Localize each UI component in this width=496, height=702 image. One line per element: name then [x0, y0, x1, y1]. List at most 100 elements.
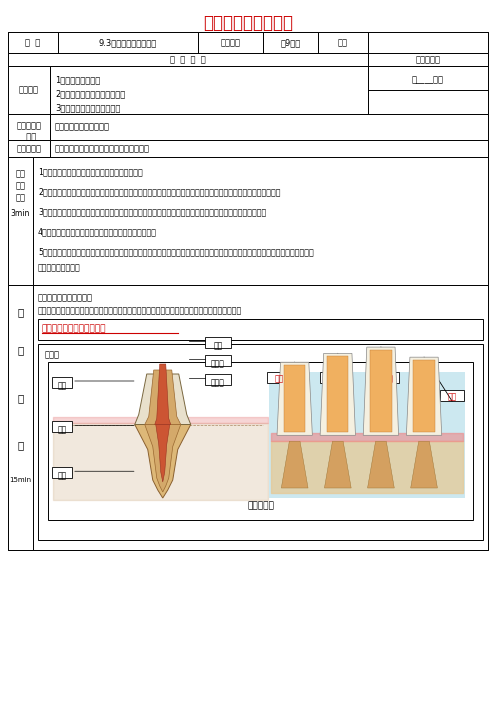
Bar: [368, 32, 488, 53]
Text: 导语: 导语: [15, 169, 25, 178]
Polygon shape: [414, 360, 434, 432]
Bar: [38, 344, 483, 540]
Text: 教、学方法: 教、学方法: [16, 144, 42, 153]
Text: 牙本质: 牙本质: [211, 359, 225, 368]
Polygon shape: [145, 425, 181, 492]
Text: 活动一：探究牙齿的结构: 活动一：探究牙齿的结构: [38, 293, 93, 302]
Text: 形成正确的健康饮食观念: 形成正确的健康饮食观念: [55, 122, 110, 131]
Polygon shape: [327, 357, 348, 432]
Polygon shape: [135, 425, 191, 498]
Text: 第9课时: 第9课时: [280, 38, 301, 47]
Text: 前磨牙: 前磨牙: [380, 374, 394, 383]
Bar: [205, 355, 231, 366]
Text: 自: 自: [17, 307, 24, 317]
Text: 牙颈: 牙颈: [58, 425, 66, 435]
Bar: [50, 66, 368, 114]
Text: 切牙: 切牙: [274, 374, 284, 383]
Polygon shape: [135, 374, 191, 425]
Bar: [205, 373, 231, 385]
Polygon shape: [145, 370, 181, 425]
Text: 学: 学: [17, 345, 24, 355]
Text: 3、关注食品营养与膳食健康: 3、关注食品营养与膳食健康: [55, 103, 121, 112]
Text: 教学课时: 教学课时: [221, 38, 241, 47]
Polygon shape: [284, 365, 305, 432]
Text: 2、制定一份健康营养三餐食谱: 2、制定一份健康营养三餐食谱: [55, 89, 125, 98]
Text: 班级: 班级: [338, 38, 348, 47]
Bar: [52, 421, 72, 432]
Bar: [198, 32, 263, 53]
Bar: [8, 114, 50, 140]
Bar: [267, 372, 291, 383]
Bar: [50, 140, 488, 157]
Bar: [263, 32, 318, 53]
Text: 习惯不好，容易造成龋齿。: 习惯不好，容易造成龋齿。: [42, 324, 107, 333]
Text: 5、人体消化和吸收的主要部位是小肠，因为它是消化道最长的部分，内部有多种消化食物的消化酶，其内表面有许多皱襞和绒毛。: 5、人体消化和吸收的主要部位是小肠，因为它是消化道最长的部分，内部有多种消化食物…: [38, 247, 314, 256]
Polygon shape: [155, 364, 171, 425]
Text: 磨牙: 磨牙: [447, 392, 457, 401]
Bar: [8, 66, 50, 114]
Text: 教学重点、: 教学重点、: [16, 121, 42, 130]
Text: 展: 展: [17, 393, 24, 403]
Bar: [318, 32, 368, 53]
Text: 尖牙: 尖牙: [327, 374, 336, 383]
Bar: [50, 114, 488, 140]
Bar: [368, 66, 488, 114]
Bar: [368, 53, 488, 66]
Bar: [8, 140, 50, 157]
Polygon shape: [277, 362, 312, 435]
Text: 9.3膳食指南与食品安全: 9.3膳食指南与食品安全: [99, 38, 157, 47]
Text: 牙釉质: 牙釉质: [211, 378, 225, 387]
Text: 情景：小林特别爱吃糖块、冰激凌和甜巧克力，这种习惯是否正确？这样做对牙齿的危害是什么？: 情景：小林特别爱吃糖块、冰激凌和甜巧克力，这种习惯是否正确？这样做对牙齿的危害是…: [38, 306, 242, 315]
Polygon shape: [156, 425, 170, 482]
Text: 15min: 15min: [9, 477, 32, 483]
Text: 课  题: 课 题: [25, 38, 41, 47]
Text: 活动学习、小组合作、课堂展示、反馈检测: 活动学习、小组合作、课堂展示、反馈检测: [55, 144, 150, 153]
Bar: [33, 285, 488, 550]
Polygon shape: [363, 347, 399, 435]
Text: 3min: 3min: [11, 209, 30, 218]
Bar: [375, 372, 399, 383]
Bar: [8, 53, 368, 66]
Polygon shape: [371, 350, 391, 432]
Bar: [48, 362, 473, 520]
Text: 预  设  目  标: 预 设 目 标: [170, 55, 206, 64]
Polygon shape: [320, 353, 356, 435]
Text: 牙髓: 牙髓: [213, 341, 222, 350]
Bar: [8, 157, 33, 285]
Bar: [269, 372, 465, 498]
Text: 2、人体最大的消化腺是肝，分泌的胆汁不含消化酶，能使脂肪乳化成脂肪微粒，最终脂肪被分解成甘油和脂肪酸。: 2、人体最大的消化腺是肝，分泌的胆汁不含消化酶，能使脂肪乳化成脂肪微粒，最终脂肪…: [38, 187, 281, 196]
Polygon shape: [368, 442, 394, 488]
Bar: [205, 336, 231, 347]
Bar: [320, 372, 344, 383]
Bar: [38, 319, 483, 340]
Polygon shape: [281, 442, 308, 488]
Text: 膳食指南与食品安全: 膳食指南与食品安全: [203, 14, 293, 32]
Text: 1、识别牙齿的结构: 1、识别牙齿的结构: [55, 75, 100, 84]
Text: 牙根: 牙根: [58, 471, 66, 480]
Bar: [52, 467, 72, 478]
Text: 4、食物中的蛋白质在蛋白酶的作用下被分解成氨基酸。: 4、食物中的蛋白质在蛋白酶的作用下被分解成氨基酸。: [38, 227, 157, 236]
Text: 难点: 难点: [21, 132, 37, 141]
Bar: [33, 157, 488, 285]
Bar: [58, 32, 198, 53]
Text: 1、人体的消化系统包括消化道和消化腺两部分。: 1、人体的消化系统包括消化道和消化腺两部分。: [38, 167, 143, 176]
Text: 目标教学: 目标教学: [19, 86, 39, 95]
Text: 3、口腔中能够分泌唾液淀粉酶，能促进淀粉分解成麦芽糖，然后在小肠中的多种酶的作用下分解成葡萄糖。: 3、口腔中能够分泌唾液淀粉酶，能促进淀粉分解成麦芽糖，然后在小肠中的多种酶的作用…: [38, 207, 266, 216]
Polygon shape: [324, 442, 351, 488]
Text: 总结：: 总结：: [45, 350, 60, 359]
Text: 第____小组: 第____小组: [412, 75, 444, 84]
Text: 示: 示: [17, 440, 24, 450]
Text: 牙冠: 牙冠: [58, 381, 66, 390]
Bar: [52, 376, 72, 388]
Text: 组别、姓名: 组别、姓名: [416, 55, 440, 64]
Text: 导入：视频拯救小林: 导入：视频拯救小林: [38, 263, 81, 272]
Text: 课）: 课）: [15, 193, 25, 202]
Bar: [8, 32, 58, 53]
Polygon shape: [411, 442, 437, 488]
Bar: [440, 390, 464, 401]
Bar: [8, 285, 33, 550]
Polygon shape: [406, 357, 442, 435]
Text: （引: （引: [15, 181, 25, 190]
Bar: [8, 32, 488, 550]
Text: 牙齿的结构: 牙齿的结构: [247, 501, 274, 510]
